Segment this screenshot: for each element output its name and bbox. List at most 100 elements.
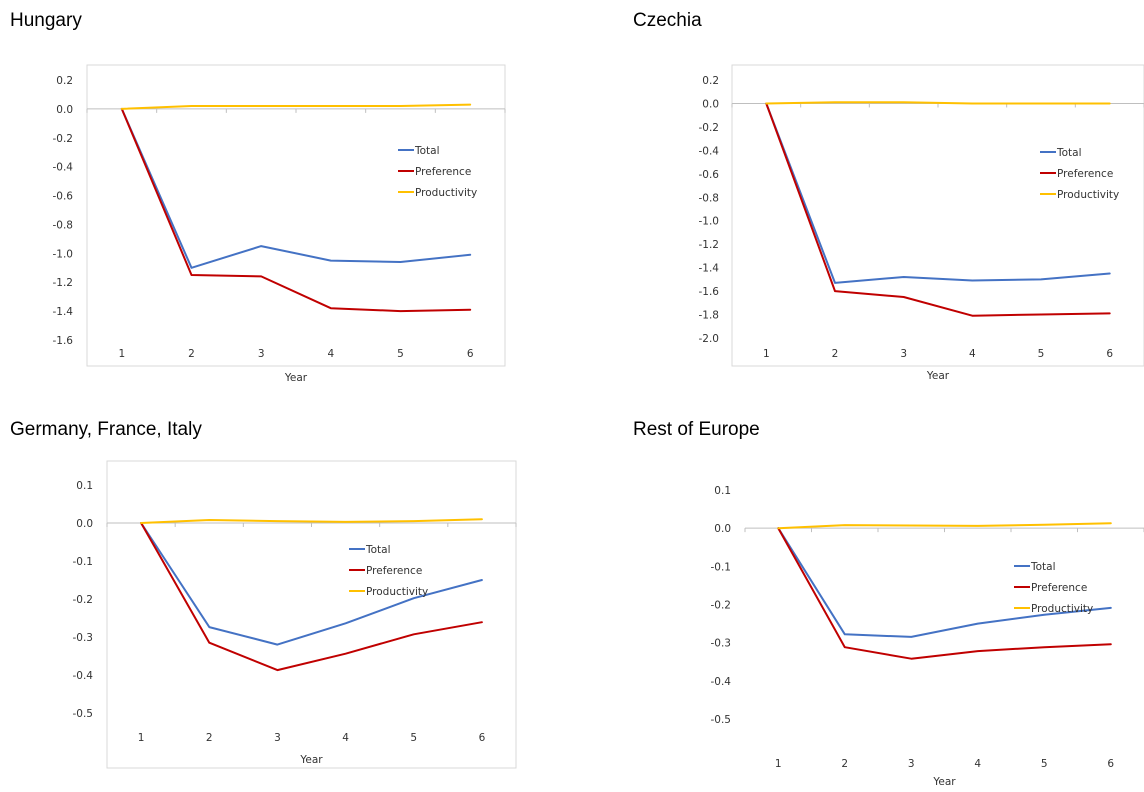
x-tick-label: 2 [832, 348, 839, 360]
y-tick-label: -0.4 [711, 676, 732, 688]
legend-label-total: Total [1030, 561, 1056, 573]
y-tick-label: 0.0 [56, 104, 73, 116]
x-tick-label: 4 [969, 348, 976, 360]
panel-title-rest-of-europe: Rest of Europe [633, 419, 760, 440]
series-line-productivity [777, 522, 1112, 530]
y-tick-label: -0.4 [699, 145, 720, 157]
legend-label-preference: Preference [1057, 168, 1113, 180]
legend-label-preference: Preference [1031, 582, 1087, 594]
legend-label-preference: Preference [415, 166, 471, 178]
series-line-productivity [765, 101, 1111, 105]
x-tick-label: 4 [327, 348, 334, 360]
x-tick-label: 1 [138, 732, 145, 744]
x-tick-label: 2 [841, 758, 848, 770]
y-tick-label: -0.3 [73, 632, 94, 644]
y-tick-label: 0.0 [76, 518, 93, 530]
panel-title-hungary: Hungary [10, 10, 82, 31]
chart-group-rest-of-europe: 0.1 0.0 -0.1 -0.2 -0.3 -0.4 -0.5 1 2 3 4 5 6 Year Tota… [711, 485, 1144, 788]
series-line-productivity [140, 518, 483, 524]
x-tick-label: 1 [118, 348, 125, 360]
series-line-preference [765, 102, 1111, 317]
y-tick-label: -1.0 [53, 248, 74, 260]
legend-label-productivity: Productivity [1057, 189, 1119, 201]
y-tick-label: -0.2 [699, 122, 720, 134]
y-tick-label: -0.2 [53, 133, 74, 145]
series-line-total [140, 522, 483, 646]
y-tick-label: -0.4 [73, 670, 94, 682]
legend-label-productivity: Productivity [1031, 603, 1093, 615]
x-tick-label: 4 [974, 758, 981, 770]
x-tick-label: 5 [397, 348, 404, 360]
y-tick-label: 0.0 [702, 98, 719, 110]
x-tick-label: 3 [900, 348, 907, 360]
y-tick-label: -1.0 [699, 216, 720, 228]
legend-label-preference: Preference [366, 565, 422, 577]
x-axis-label: Year [284, 372, 308, 384]
y-tick-label: -0.1 [73, 556, 94, 568]
y-tick-label: -0.3 [711, 638, 732, 650]
y-tick-label: -1.4 [53, 306, 74, 318]
legend-label-productivity: Productivity [415, 187, 477, 199]
series-line-total [765, 102, 1111, 284]
x-tick-label: 6 [467, 348, 474, 360]
series-line-total [777, 527, 1112, 638]
x-tick-label: 5 [1041, 758, 1048, 770]
chart-frame [86, 64, 506, 367]
y-tick-label: -1.8 [699, 310, 720, 322]
legend-label-total: Total [414, 145, 440, 157]
y-tick-label: -2.0 [699, 333, 720, 345]
series-line-productivity [120, 103, 472, 110]
x-tick-label: 6 [479, 732, 486, 744]
legend-label-productivity: Productivity [366, 586, 428, 598]
y-tick-label: -0.4 [53, 162, 74, 174]
x-tick-label: 1 [775, 758, 782, 770]
y-tick-label: 0.1 [76, 480, 93, 492]
panel-title-germany-france-italy: Germany, France, Italy [10, 419, 202, 440]
y-tick-label: -1.6 [699, 286, 720, 298]
panel-title-czechia: Czechia [633, 10, 702, 31]
series-line-total [120, 107, 472, 269]
x-tick-label: 2 [188, 348, 195, 360]
chart-frame [731, 64, 1144, 367]
chart-group-germany-france-italy: 0.1 0.0 -0.1 -0.2 -0.3 -0.4 -0.5 1 2 3 4 5 6 Year Tota… [73, 460, 517, 769]
x-tick-label: 3 [908, 758, 915, 770]
x-tick-label: 3 [258, 348, 265, 360]
x-tick-label: 2 [206, 732, 213, 744]
x-tick-label: 1 [763, 348, 770, 360]
chart-group-czechia: 0.2 0.0 -0.2 -0.4 -0.6 -0.8 -1.0 -1.2 -1.4 -1.6 -1… [699, 64, 1144, 382]
y-tick-label: -0.8 [699, 192, 720, 204]
legend-label-total: Total [365, 544, 391, 556]
x-axis-label: Year [932, 776, 956, 788]
series-line-preference [140, 522, 483, 672]
y-tick-label: -0.6 [699, 169, 720, 181]
y-tick-label: -0.5 [73, 708, 94, 720]
x-axis-label: Year [926, 370, 950, 382]
chart-frame [106, 460, 517, 769]
x-tick-label: 5 [1038, 348, 1045, 360]
x-tick-label: 6 [1107, 758, 1114, 770]
y-tick-label: -0.1 [711, 561, 732, 573]
x-tick-label: 3 [274, 732, 281, 744]
y-tick-label: -0.8 [53, 219, 74, 231]
x-axis-label: Year [299, 754, 323, 766]
y-tick-label: 0.1 [714, 485, 731, 497]
y-tick-label: -1.2 [53, 277, 74, 289]
x-tick-label: 5 [410, 732, 417, 744]
y-tick-label: -1.2 [699, 239, 720, 251]
chart-group-hungary: 0.2 0.0 -0.2 -0.4 -0.6 -0.8 -1.0 -1.2 -1.4 -1.6 1 2… [53, 64, 506, 384]
series-line-preference [777, 527, 1112, 660]
x-tick-label: 6 [1106, 348, 1113, 360]
y-tick-label: -1.4 [699, 263, 720, 275]
y-tick-label: -0.5 [711, 714, 732, 726]
x-tick-label: 4 [342, 732, 349, 744]
series-line-preference [120, 107, 472, 313]
y-tick-label: -0.6 [53, 191, 74, 203]
legend-label-total: Total [1056, 147, 1082, 159]
y-tick-label: 0.2 [702, 75, 719, 87]
y-tick-label: 0.0 [714, 523, 731, 535]
y-tick-label: -1.6 [53, 335, 74, 347]
y-tick-label: -0.2 [73, 594, 94, 606]
y-tick-label: -0.2 [711, 600, 732, 612]
y-tick-label: 0.2 [56, 75, 73, 87]
